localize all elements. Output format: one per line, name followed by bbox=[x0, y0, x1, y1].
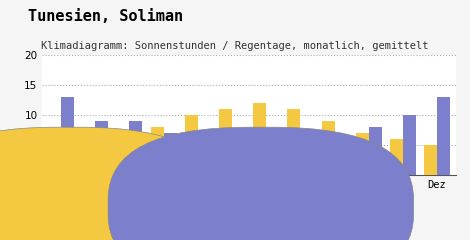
Bar bbox=[151, 127, 164, 175]
Text: Copyright (C) 2010 sonnenlaender.de: Copyright (C) 2010 sonnenlaender.de bbox=[132, 224, 338, 234]
Bar bbox=[82, 139, 95, 175]
Bar bbox=[287, 109, 300, 175]
Bar bbox=[129, 121, 142, 175]
Bar bbox=[95, 121, 108, 175]
Bar bbox=[390, 139, 403, 175]
Bar bbox=[356, 133, 369, 175]
Bar bbox=[219, 109, 232, 175]
Bar bbox=[198, 145, 211, 175]
Bar bbox=[48, 145, 61, 175]
Bar bbox=[253, 103, 266, 175]
Bar bbox=[321, 121, 335, 175]
Bar bbox=[232, 157, 245, 175]
Bar bbox=[300, 163, 313, 175]
Bar bbox=[61, 97, 74, 175]
Bar bbox=[424, 145, 437, 175]
Text: Regentage / Monat: Regentage / Monat bbox=[280, 198, 386, 208]
Text: Klimadiagramm: Sonnenstunden / Regentage, monatlich, gemittelt: Klimadiagramm: Sonnenstunden / Regentage… bbox=[41, 41, 429, 51]
Bar bbox=[117, 133, 129, 175]
Text: Tunesien, Soliman: Tunesien, Soliman bbox=[28, 9, 183, 24]
Bar bbox=[266, 169, 279, 175]
Bar bbox=[185, 115, 198, 175]
Bar bbox=[335, 145, 347, 175]
Bar bbox=[369, 127, 382, 175]
Bar bbox=[164, 133, 177, 175]
Bar bbox=[437, 97, 450, 175]
Bar bbox=[403, 115, 416, 175]
Text: Sonnenstunden / Tag: Sonnenstunden / Tag bbox=[87, 198, 206, 208]
